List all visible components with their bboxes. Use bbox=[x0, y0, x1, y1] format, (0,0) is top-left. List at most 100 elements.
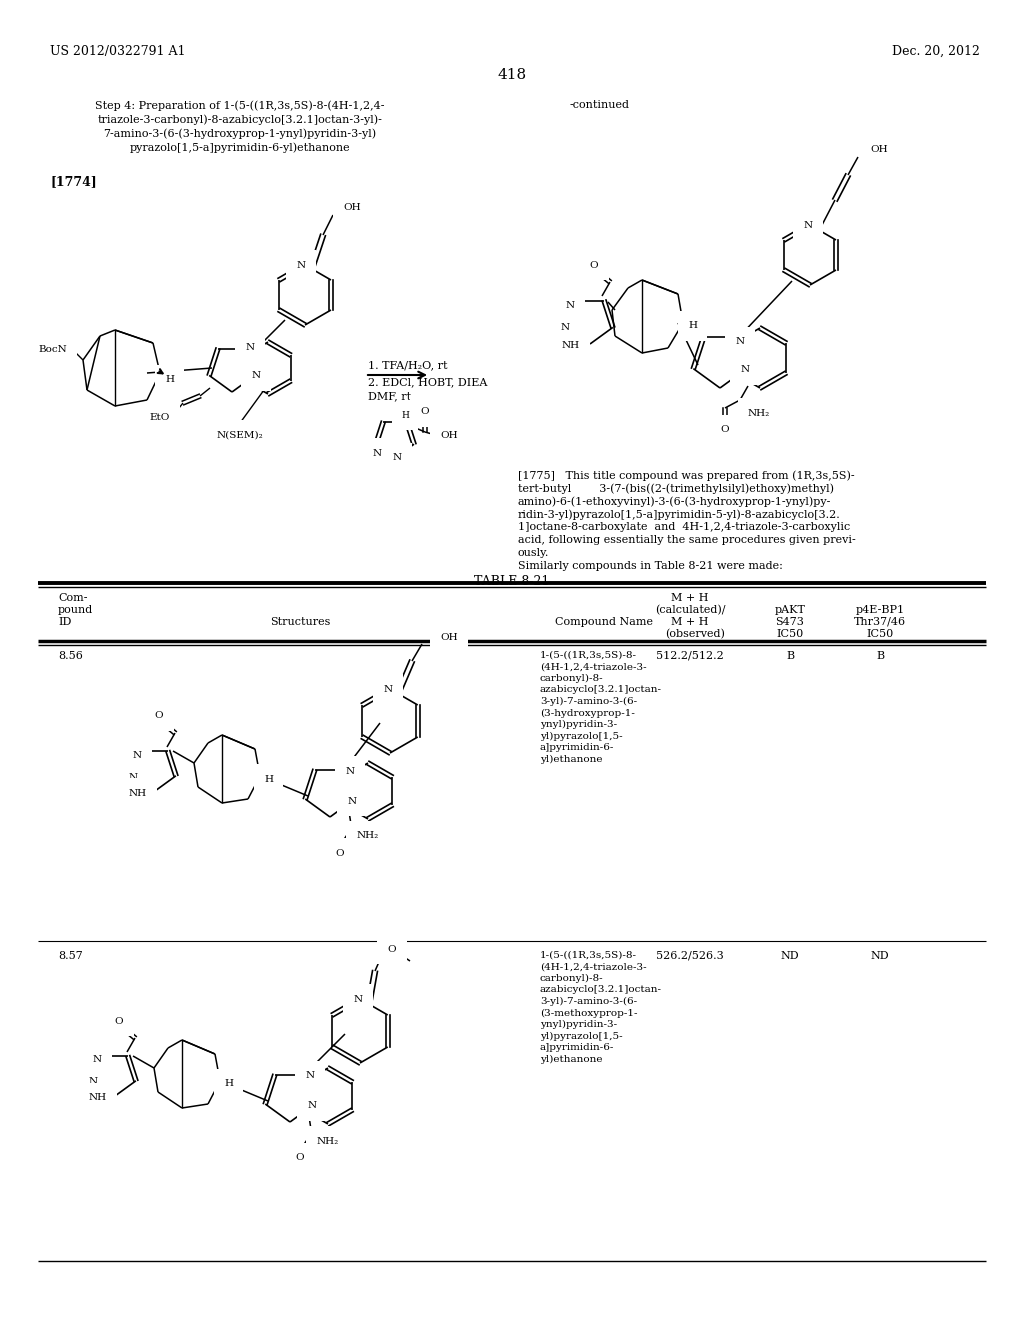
Text: (observed): (observed) bbox=[665, 630, 725, 639]
Text: 1. TFA/H₂O, rt: 1. TFA/H₂O, rt bbox=[368, 360, 447, 370]
Text: yl)pyrazolo[1,5-: yl)pyrazolo[1,5- bbox=[540, 731, 623, 741]
Text: N: N bbox=[560, 323, 569, 333]
Text: NH₂: NH₂ bbox=[316, 1137, 339, 1146]
Text: Step 4: Preparation of 1-(5-((1R,3s,5S)-8-(4H-1,2,4-: Step 4: Preparation of 1-(5-((1R,3s,5S)-… bbox=[95, 100, 385, 111]
Text: —: — bbox=[381, 451, 392, 461]
Text: N: N bbox=[740, 366, 750, 375]
Text: (4H-1,2,4-triazole-3-: (4H-1,2,4-triazole-3- bbox=[540, 962, 646, 972]
Text: N(SEM)₂: N(SEM)₂ bbox=[217, 430, 263, 440]
Text: 418: 418 bbox=[498, 69, 526, 82]
Text: (calculated)/: (calculated)/ bbox=[654, 605, 725, 615]
Text: H: H bbox=[401, 412, 409, 421]
Text: azabicyclo[3.2.1]octan-: azabicyclo[3.2.1]octan- bbox=[540, 986, 662, 994]
Text: H: H bbox=[165, 375, 174, 384]
Text: ridin-3-yl)pyrazolo[1,5-a]pyrimidin-5-yl)-8-azabicyclo[3.2.: ridin-3-yl)pyrazolo[1,5-a]pyrimidin-5-yl… bbox=[518, 510, 841, 520]
Text: N: N bbox=[804, 220, 813, 230]
Text: N: N bbox=[345, 767, 354, 776]
Text: pound: pound bbox=[58, 605, 93, 615]
Text: 8.56: 8.56 bbox=[58, 651, 83, 661]
Text: N: N bbox=[565, 301, 574, 309]
Text: Dec. 20, 2012: Dec. 20, 2012 bbox=[892, 45, 980, 58]
Text: [1775]   This title compound was prepared from (1R,3s,5S)-: [1775] This title compound was prepared … bbox=[518, 470, 855, 480]
Text: NH₂: NH₂ bbox=[357, 832, 379, 841]
Text: 1-(5-((1R,3s,5S)-8-: 1-(5-((1R,3s,5S)-8- bbox=[540, 651, 637, 660]
Text: N: N bbox=[88, 1077, 97, 1086]
Text: ynyl)pyridin-3-: ynyl)pyridin-3- bbox=[540, 719, 617, 729]
Text: 2. EDCl, HOBT, DIEA: 2. EDCl, HOBT, DIEA bbox=[368, 378, 487, 387]
Text: DMF, rt: DMF, rt bbox=[368, 391, 411, 401]
Text: (3-hydroxyprop-1-: (3-hydroxyprop-1- bbox=[540, 709, 635, 718]
Text: OH: OH bbox=[440, 432, 458, 441]
Text: N: N bbox=[735, 338, 744, 346]
Text: ND: ND bbox=[870, 950, 889, 961]
Text: N: N bbox=[132, 751, 141, 759]
Text: (3-methoxyprop-1-: (3-methoxyprop-1- bbox=[540, 1008, 638, 1018]
Text: O: O bbox=[590, 260, 598, 269]
Text: OH: OH bbox=[440, 632, 458, 642]
Text: O: O bbox=[388, 945, 396, 953]
Text: B: B bbox=[876, 651, 884, 661]
Text: a]pyrimidin-6-: a]pyrimidin-6- bbox=[540, 743, 614, 752]
Text: amino)-6-(1-ethoxyvinyl)-3-(6-(3-hydroxyprop-1-ynyl)py-: amino)-6-(1-ethoxyvinyl)-3-(6-(3-hydroxy… bbox=[518, 496, 831, 507]
Text: M + H: M + H bbox=[672, 616, 709, 627]
Text: N: N bbox=[353, 994, 362, 1003]
Text: yl)pyrazolo[1,5-: yl)pyrazolo[1,5- bbox=[540, 1031, 623, 1040]
Text: carbonyl)-8-: carbonyl)-8- bbox=[540, 675, 603, 684]
Text: ously.: ously. bbox=[518, 548, 549, 558]
Text: ynyl)pyridin-3-: ynyl)pyridin-3- bbox=[540, 1020, 617, 1030]
Text: H: H bbox=[688, 322, 697, 330]
Text: N: N bbox=[246, 343, 255, 352]
Text: O: O bbox=[721, 425, 729, 434]
Text: O: O bbox=[296, 1154, 304, 1163]
Text: N: N bbox=[296, 260, 305, 269]
Text: OH: OH bbox=[343, 202, 360, 211]
Text: a]pyrimidin-6-: a]pyrimidin-6- bbox=[540, 1043, 614, 1052]
Text: NH: NH bbox=[562, 341, 580, 350]
Text: N: N bbox=[305, 1072, 314, 1081]
Text: OH: OH bbox=[870, 145, 888, 154]
Text: TABLE 8-21: TABLE 8-21 bbox=[474, 576, 550, 587]
Text: O: O bbox=[155, 711, 163, 721]
Text: 526.2/526.3: 526.2/526.3 bbox=[656, 950, 724, 961]
Text: NH₂: NH₂ bbox=[748, 408, 770, 417]
Text: O: O bbox=[336, 849, 344, 858]
Text: N: N bbox=[128, 772, 137, 781]
Text: N: N bbox=[373, 449, 382, 458]
Text: 3-yl)-7-amino-3-(6-: 3-yl)-7-amino-3-(6- bbox=[540, 997, 637, 1006]
Text: O: O bbox=[115, 1016, 123, 1026]
Text: 1]octane-8-carboxylate  and  4H-1,2,4-triazole-3-carboxylic: 1]octane-8-carboxylate and 4H-1,2,4-tria… bbox=[518, 521, 850, 532]
Text: NH: NH bbox=[129, 788, 147, 797]
Text: ID: ID bbox=[58, 616, 72, 627]
Text: pyrazolo[1,5-a]pyrimidin-6-yl)ethanone: pyrazolo[1,5-a]pyrimidin-6-yl)ethanone bbox=[130, 143, 350, 153]
Text: NH: NH bbox=[89, 1093, 106, 1102]
Text: Thr37/46: Thr37/46 bbox=[854, 616, 906, 627]
Text: azabicyclo[3.2.1]octan-: azabicyclo[3.2.1]octan- bbox=[540, 685, 662, 694]
Text: N: N bbox=[383, 685, 392, 693]
Text: Compound Name: Compound Name bbox=[555, 616, 653, 627]
Text: H: H bbox=[264, 775, 273, 784]
Text: 3-yl)-7-amino-3-(6-: 3-yl)-7-amino-3-(6- bbox=[540, 697, 637, 706]
Text: Structures: Structures bbox=[270, 616, 331, 627]
Text: acid, following essentially the same procedures given previ-: acid, following essentially the same pro… bbox=[518, 535, 856, 545]
Text: N: N bbox=[92, 1056, 101, 1064]
Text: tert-butyl        3-(7-(bis((2-(trimethylsilyl)ethoxy)methyl): tert-butyl 3-(7-(bis((2-(trimethylsilyl)… bbox=[518, 483, 834, 494]
Text: 7-amino-3-(6-(3-hydroxyprop-1-ynyl)pyridin-3-yl): 7-amino-3-(6-(3-hydroxyprop-1-ynyl)pyrid… bbox=[103, 128, 377, 139]
Text: ND: ND bbox=[780, 950, 800, 961]
Text: BocN: BocN bbox=[38, 346, 67, 355]
Text: carbonyl)-8-: carbonyl)-8- bbox=[540, 974, 603, 983]
Text: (4H-1,2,4-triazole-3-: (4H-1,2,4-triazole-3- bbox=[540, 663, 646, 672]
Text: N: N bbox=[392, 454, 401, 462]
Text: -continued: -continued bbox=[570, 100, 630, 110]
Text: EtO: EtO bbox=[150, 413, 170, 422]
Text: pAKT: pAKT bbox=[774, 605, 806, 615]
Text: yl)ethanone: yl)ethanone bbox=[540, 1055, 602, 1064]
Text: IC50: IC50 bbox=[866, 630, 894, 639]
Text: 8.57: 8.57 bbox=[58, 950, 83, 961]
Text: B: B bbox=[786, 651, 794, 661]
Text: N: N bbox=[347, 796, 356, 805]
Text: N: N bbox=[252, 371, 260, 380]
Text: 512.2/512.2: 512.2/512.2 bbox=[656, 651, 724, 661]
Text: M + H: M + H bbox=[672, 593, 709, 603]
Text: yl)ethanone: yl)ethanone bbox=[540, 755, 602, 764]
Text: Similarly compounds in Table 8-21 were made:: Similarly compounds in Table 8-21 were m… bbox=[518, 561, 783, 572]
